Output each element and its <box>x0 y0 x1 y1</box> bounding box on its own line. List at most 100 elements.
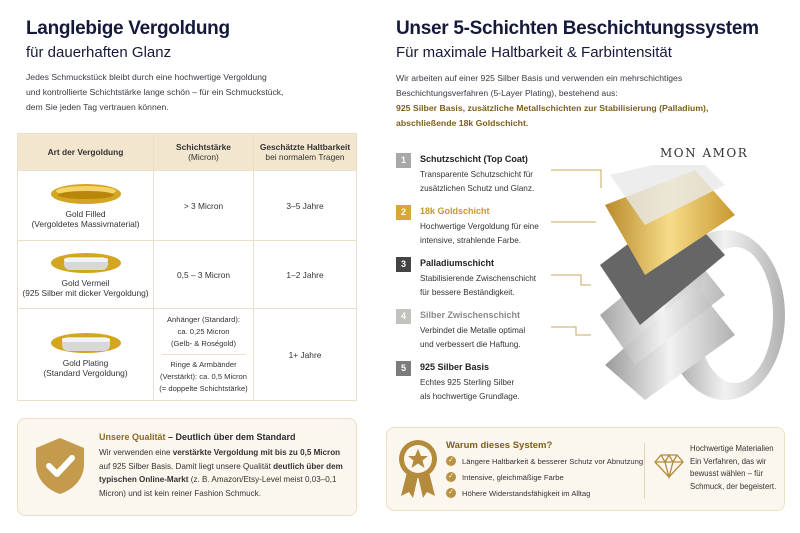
header-thickness-sub: (Micron) <box>188 152 219 162</box>
desc-line: Transparente Schutzschicht für <box>420 170 534 179</box>
quality-text-bold: verstärkte Vergoldung mit bis zu 0,5 Mic… <box>172 448 341 457</box>
why-box: Warum dieses System? ✓ Längere Haltbarkei… <box>386 427 785 511</box>
row-detail: (Standard Vergoldung) <box>43 367 128 378</box>
row-thickness: 0,5 – 3 Micron <box>153 240 254 309</box>
row-durability: 1–2 Jahre <box>253 240 357 309</box>
row-name: Gold Plating <box>62 357 109 368</box>
why-item: ✓ Höhere Widerstandsfähigkeit im Alltag <box>446 488 643 498</box>
line: (Gelb- & Roségold) <box>171 339 236 348</box>
row-thickness: > 3 Micron <box>153 170 254 241</box>
vermeil-ring-icon <box>50 252 121 273</box>
ring-layers-illustration <box>600 165 785 400</box>
table-row: Gold Plating (Standard Vergoldung) Anhäng… <box>17 308 357 401</box>
header-durability-sub: bei normalem Tragen <box>265 152 345 162</box>
plated-ring-icon <box>50 332 121 353</box>
quality-text: Wir verwenden eine verstärkte Vergoldung… <box>99 446 353 500</box>
highlight: 925 Silber Basis, zusätzliche Metallschi… <box>396 101 708 131</box>
row-durability: 3–5 Jahre <box>253 170 357 241</box>
line: (Verstärkt): ca. 0,5 Micron <box>160 372 247 381</box>
highlight-line: 925 Silber Basis, zusätzliche Metallschi… <box>396 103 709 113</box>
desc-line: und verbessert die Haftung. <box>420 339 521 349</box>
intro-line: Beschichtungsverfahren (5-Layer Plating)… <box>396 88 618 98</box>
quality-text-part: (z. B. Amazon/Etsy-Level meist 0,03–0,1 … <box>99 475 337 498</box>
left-title: Langlebige Vergoldung <box>26 18 230 39</box>
highlight-line: abschließende 18k Goldschicht. <box>396 118 529 128</box>
quality-title-accent: Unsere Qualität <box>99 432 166 442</box>
intro-line: Wir arbeiten auf einer 925 Silber Basis … <box>396 73 683 83</box>
layer-desc: Hochwertige Vergoldung für eine intensive… <box>420 220 539 247</box>
row-detail: (925 Silber mit dicker Vergoldung) <box>22 287 149 298</box>
layer-title: Silber Zwischenschicht <box>420 310 521 320</box>
diamond-icon <box>654 453 684 479</box>
why-title: Warum dieses System? <box>446 440 553 451</box>
desc-line: intensive, strahlende Farbe. <box>420 235 522 245</box>
right-subtitle: Für maximale Haltbarkeit & Farbintensitä… <box>396 44 672 61</box>
why-item-text: Längere Haltbarkeit & besserer Schutz vo… <box>462 456 644 466</box>
layer-title: 18k Goldschicht <box>420 206 490 216</box>
line: Anhänger (Standard): <box>166 315 241 324</box>
side-line: bewusst wählen – für <box>690 469 764 478</box>
desc-line: als hochwertige Grundlage. <box>420 391 520 401</box>
why-list: ✓ Längere Haltbarkeit & besserer Schutz v… <box>446 450 643 498</box>
layer-number: 3 <box>396 257 411 272</box>
intro-line: Jedes Schmuckstück bleibt durch eine hoc… <box>26 72 267 82</box>
check-circle-icon: ✓ <box>446 472 456 482</box>
why-item-text: Höhere Widerstandsfähigkeit im Alltag <box>462 488 591 498</box>
line: Ringe & Armbänder <box>170 360 237 369</box>
header-thickness: Schichtstärke <box>176 142 231 152</box>
desc-line: Stabilisierende Zwischenschicht <box>420 274 537 283</box>
layer-desc: Transparente Schutzschicht für zusätzlich… <box>420 168 534 195</box>
why-item: ✓ Intensive, gleichmäßige Farbe <box>446 472 643 482</box>
layer-number: 4 <box>396 309 411 324</box>
layer-leader-lines <box>551 169 602 336</box>
row-name: Gold Vermeil <box>61 277 110 288</box>
shield-check-icon <box>36 438 84 494</box>
check-circle-icon: ✓ <box>446 456 456 466</box>
gold-ring-icon <box>50 183 121 204</box>
layer-title: Palladiumschicht <box>420 258 495 268</box>
layer-title: Schutzschicht (Top Coat) <box>420 154 528 164</box>
layer-number: 5 <box>396 361 411 376</box>
brand-logo: MON AMOR <box>660 146 749 160</box>
layer-desc: Verbindet die Metalle optimal und verbess… <box>420 324 525 351</box>
divider <box>644 443 645 499</box>
why-side: Hochwertige Materialien Ein Verfahren, da… <box>690 443 776 493</box>
check-circle-icon: ✓ <box>446 488 456 498</box>
row-detail: (Vergoldetes Massivmaterial) <box>31 218 140 229</box>
quality-title-rest: – Deutlich über dem Standard <box>165 432 296 442</box>
header-durability: Geschätzte Haltbarkeit <box>259 142 351 152</box>
table-header: Art der Vergoldung Schichtstärke (Micron)… <box>17 133 357 171</box>
desc-line: Verbindet die Metalle optimal <box>420 326 526 335</box>
quality-text-bold: deutlich über dem typischen Online-Markt <box>99 461 343 485</box>
thickness-rings: Ringe & Armbänder (Verstärkt): ca. 0,5 Mi… <box>154 359 253 395</box>
left-intro: Jedes Schmuckstück bleibt durch eine hoc… <box>26 70 283 115</box>
layer-title: 925 Silber Basis <box>420 362 490 372</box>
plating-table: Art der Vergoldung Schichtstärke (Micron)… <box>17 133 357 401</box>
layer-number: 2 <box>396 205 411 220</box>
side-line: Hochwertige Materialien <box>690 444 774 453</box>
why-item-text: Intensive, gleichmäßige Farbe <box>462 472 564 482</box>
quality-text-part: auf 925 Silber Basis. Damit liegt unsere… <box>99 461 274 471</box>
intro-line: und kontrollierte Schichtstärke lange sc… <box>26 87 284 97</box>
award-ribbon-icon <box>399 440 437 498</box>
layer-desc: Stabilisierende Zwischenschicht für besse… <box>420 272 536 299</box>
thickness-pendant: Anhänger (Standard): ca. 0,25 Micron (Gelb… <box>154 314 253 350</box>
right-title: Unser 5-Schichten Beschichtungssystem <box>396 18 759 39</box>
left-subtitle: für dauerhaften Glanz <box>26 44 172 61</box>
header-type: Art der Vergoldung <box>47 147 124 157</box>
line: ca. 0,25 Micron <box>177 327 230 336</box>
row-name: Gold Filled <box>65 208 106 219</box>
why-item: ✓ Längere Haltbarkeit & besserer Schutz v… <box>446 456 643 466</box>
table-row: Gold Filled (Vergoldetes Massivmaterial) … <box>17 170 357 241</box>
desc-line: zusätzlichen Schutz und Glanz. <box>420 183 535 193</box>
desc-line: Hochwertige Vergoldung für eine <box>420 222 539 231</box>
quality-title: Unsere Qualität – Deutlich über dem Stan… <box>99 432 296 442</box>
quality-box: Unsere Qualität – Deutlich über dem Stan… <box>17 418 357 516</box>
intro-line: dem Sie jeden Tag vertrauen können. <box>26 102 169 112</box>
desc-line: Echtes 925 Sterling Silber <box>420 378 515 387</box>
table-row: Gold Vermeil (925 Silber mit dicker Vergo… <box>17 240 357 309</box>
layer-number: 1 <box>396 153 411 168</box>
side-line: Ein Verfahren, das wir <box>690 456 767 466</box>
desc-line: für bessere Beständigkeit. <box>420 287 515 297</box>
side-line: Schmuck, der begeistert. <box>690 481 777 491</box>
